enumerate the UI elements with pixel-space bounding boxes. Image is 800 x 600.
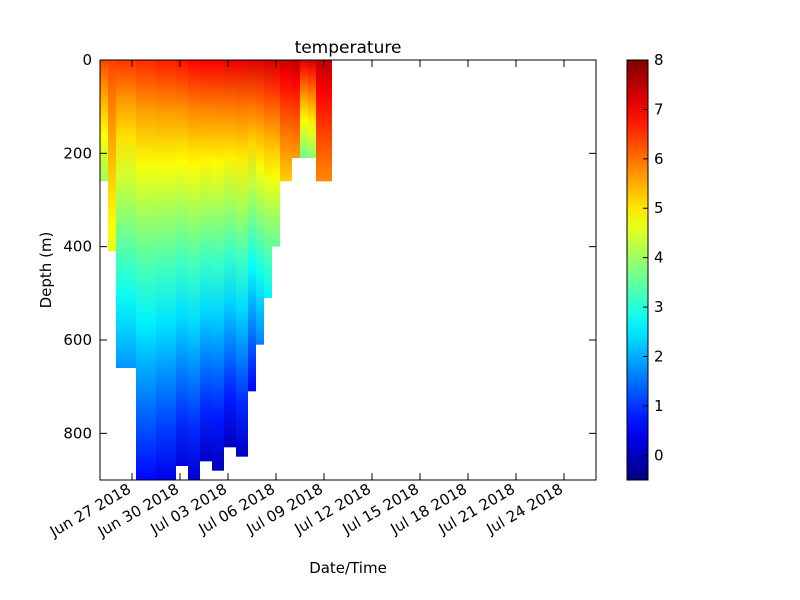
heatmap-area bbox=[100, 60, 332, 480]
depth-profile bbox=[248, 60, 256, 392]
depth-profile bbox=[100, 60, 108, 182]
depth-profile bbox=[176, 60, 188, 466]
colorbar-tick-label: 6 bbox=[654, 150, 664, 168]
colorbar-tick-label: 3 bbox=[654, 298, 664, 316]
depth-profile bbox=[236, 60, 248, 457]
depth-profile bbox=[300, 60, 308, 158]
depth-profile bbox=[272, 60, 280, 247]
colorbar-tick-label: 0 bbox=[654, 446, 664, 464]
depth-profile bbox=[188, 60, 200, 480]
depth-profile bbox=[136, 60, 156, 480]
colorbar-tick-label: 2 bbox=[654, 347, 664, 365]
colorbar-tick-label: 1 bbox=[654, 397, 664, 415]
depth-profile bbox=[280, 60, 292, 182]
y-tick-label: 800 bbox=[63, 424, 92, 442]
depth-profile bbox=[256, 60, 264, 345]
y-tick-label: 400 bbox=[63, 238, 92, 256]
chart-title: temperature bbox=[295, 38, 402, 58]
y-tick-label: 200 bbox=[63, 144, 92, 162]
depth-profile bbox=[212, 60, 224, 471]
y-axis-label: Depth (m) bbox=[37, 232, 55, 309]
plot-frame bbox=[99, 59, 597, 481]
colorbar-tick-label: 5 bbox=[654, 199, 664, 217]
depth-profile bbox=[292, 60, 300, 158]
colorbar bbox=[626, 59, 649, 481]
y-tick-label: 600 bbox=[63, 331, 92, 349]
colorbar-tick-label: 7 bbox=[654, 100, 664, 118]
depth-profile bbox=[316, 60, 332, 182]
colorbar-tick-label: 8 bbox=[654, 51, 664, 69]
y-axis-ticks: 0 200 400 600 800 bbox=[63, 51, 596, 442]
depth-profile bbox=[264, 60, 272, 298]
colorbar-ticks: 0 1 2 3 4 5 6 7 8 bbox=[643, 51, 664, 464]
depth-profile bbox=[200, 60, 212, 462]
depth-profile bbox=[224, 60, 236, 448]
depth-profile bbox=[156, 60, 176, 480]
x-axis-label: Date/Time bbox=[309, 559, 387, 577]
depth-profile bbox=[108, 60, 116, 252]
y-tick-label: 0 bbox=[82, 51, 92, 69]
depth-profile bbox=[308, 60, 316, 158]
depth-profile bbox=[116, 60, 136, 368]
colorbar-tick-label: 4 bbox=[654, 249, 664, 267]
